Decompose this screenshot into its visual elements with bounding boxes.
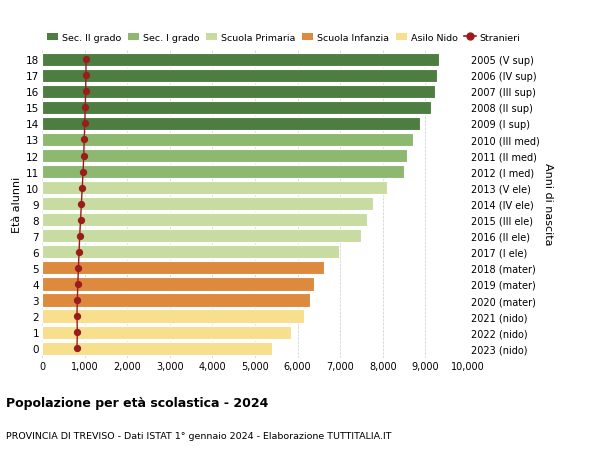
- Bar: [42, 230, 361, 243]
- Text: Popolazione per età scolastica - 2024: Popolazione per età scolastica - 2024: [6, 396, 268, 409]
- Bar: [42, 198, 373, 211]
- Bar: [42, 150, 407, 163]
- Bar: [42, 342, 272, 355]
- Bar: [42, 294, 310, 307]
- Point: [72, 313, 82, 320]
- Bar: [42, 70, 437, 83]
- Text: PROVINCIA DI TREVISO - Dati ISTAT 1° gennaio 2024 - Elaborazione TUTTITALIA.IT: PROVINCIA DI TREVISO - Dati ISTAT 1° gen…: [6, 431, 392, 440]
- Point: [72, 345, 82, 352]
- Legend: Sec. II grado, Sec. I grado, Scuola Primaria, Scuola Infanzia, Asilo Nido, Stran: Sec. II grado, Sec. I grado, Scuola Prim…: [47, 34, 520, 43]
- Bar: [42, 262, 324, 275]
- Point: [79, 136, 89, 144]
- Bar: [42, 85, 435, 99]
- Bar: [42, 214, 367, 227]
- Point: [81, 73, 91, 80]
- Bar: [42, 246, 340, 259]
- Point: [77, 201, 86, 208]
- Point: [73, 297, 82, 304]
- Point: [79, 152, 89, 160]
- Point: [79, 168, 88, 176]
- Point: [75, 233, 85, 240]
- Y-axis label: Età alunni: Età alunni: [12, 176, 22, 232]
- Bar: [42, 182, 387, 195]
- Point: [73, 329, 82, 336]
- Point: [73, 280, 83, 288]
- Point: [76, 217, 85, 224]
- Bar: [42, 278, 314, 291]
- Bar: [42, 166, 404, 179]
- Y-axis label: Anni di nascita: Anni di nascita: [544, 163, 553, 246]
- Bar: [42, 326, 291, 339]
- Bar: [42, 118, 420, 131]
- Bar: [42, 101, 431, 115]
- Bar: [42, 310, 304, 323]
- Point: [77, 185, 87, 192]
- Point: [81, 89, 91, 96]
- Point: [80, 105, 90, 112]
- Point: [74, 265, 83, 272]
- Point: [81, 56, 91, 64]
- Point: [80, 121, 89, 128]
- Point: [74, 249, 84, 256]
- Bar: [42, 54, 439, 67]
- Bar: [42, 134, 413, 147]
